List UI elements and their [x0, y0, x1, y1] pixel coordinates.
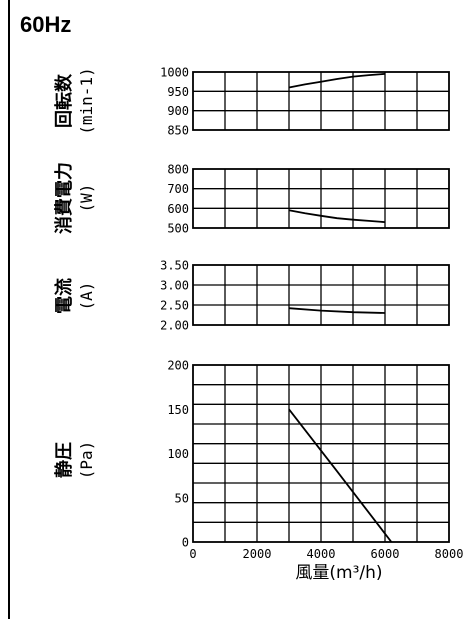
series-line	[288, 73, 386, 89]
y-tick-label: 3.50	[160, 259, 189, 273]
y-tick-label: 600	[167, 202, 189, 216]
y-tick-label: 3.00	[160, 279, 189, 293]
y-axis-label: 静圧	[53, 442, 75, 478]
y-tick-label: 50	[175, 491, 189, 505]
y-tick-label: 900	[167, 104, 189, 118]
y-tick-label: 0	[182, 536, 189, 550]
x-tick-label: 8000	[435, 547, 464, 561]
y-tick-label: 2.00	[160, 319, 189, 333]
x-tick-label: 6000	[371, 547, 400, 561]
plot-frame	[192, 364, 450, 543]
x-axis-label: 風量(m³/h)	[295, 563, 382, 583]
y-tick-label: 2.50	[160, 299, 189, 313]
left-border-line	[8, 0, 10, 619]
y-tick-label: 800	[167, 163, 189, 177]
series-line	[288, 408, 393, 543]
plot-frame	[192, 168, 450, 229]
y-tick-label: 150	[167, 403, 189, 417]
x-tick-label: 2000	[243, 547, 272, 561]
plot-frame	[192, 71, 450, 131]
series-line	[288, 209, 386, 223]
y-tick-label: 200	[167, 359, 189, 373]
y-axis-label: 電流	[53, 278, 75, 314]
y-tick-label: 700	[167, 182, 189, 196]
y-axis-unit: (W)	[77, 184, 96, 213]
x-tick-label: 0	[189, 547, 196, 561]
y-axis-unit: (A)	[77, 282, 96, 311]
frequency-title: 60Hz	[20, 12, 72, 37]
y-axis-label: 回転数	[53, 73, 75, 128]
series-line	[288, 307, 386, 314]
y-tick-label: 1000	[160, 66, 189, 80]
x-tick-label: 4000	[307, 547, 336, 561]
plot-frame	[192, 264, 450, 326]
y-tick-label: 500	[167, 222, 189, 236]
y-tick-label: 850	[167, 124, 189, 138]
y-tick-label: 100	[167, 447, 189, 461]
y-tick-label: 950	[167, 85, 189, 99]
y-axis-unit: (Pa)	[77, 441, 96, 480]
y-axis-unit: (min-1)	[77, 67, 96, 134]
y-axis-label: 消費電力	[53, 162, 75, 234]
